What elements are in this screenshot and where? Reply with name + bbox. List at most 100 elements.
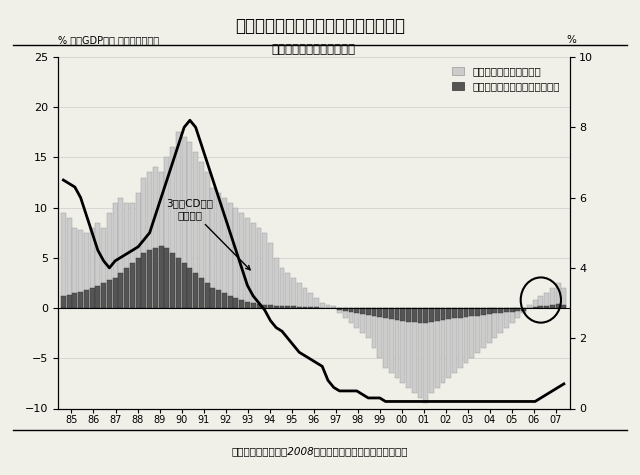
Bar: [124, 203, 129, 308]
Bar: [550, 305, 555, 308]
Bar: [234, 298, 238, 308]
Bar: [280, 306, 284, 308]
Bar: [417, 308, 422, 399]
Bar: [193, 273, 198, 308]
Bar: [257, 304, 261, 308]
Bar: [84, 233, 89, 308]
Bar: [153, 168, 158, 308]
Bar: [509, 308, 515, 323]
Bar: [360, 308, 365, 333]
Bar: [463, 308, 468, 363]
Bar: [78, 230, 83, 308]
Bar: [509, 308, 515, 312]
Bar: [538, 306, 543, 308]
Bar: [492, 308, 497, 338]
Bar: [251, 223, 255, 308]
Bar: [561, 305, 566, 308]
Bar: [78, 292, 83, 308]
Bar: [234, 208, 238, 308]
Bar: [72, 228, 77, 308]
Bar: [136, 258, 141, 308]
Bar: [205, 172, 210, 308]
Bar: [446, 308, 451, 319]
Bar: [463, 308, 468, 317]
Bar: [475, 308, 480, 316]
Text: %: %: [566, 35, 576, 45]
Bar: [395, 308, 399, 320]
Bar: [164, 248, 170, 308]
Bar: [355, 308, 359, 313]
Bar: [521, 308, 526, 313]
Bar: [90, 288, 95, 308]
Bar: [429, 308, 434, 393]
Bar: [561, 288, 566, 308]
Bar: [314, 307, 319, 308]
Bar: [211, 188, 216, 308]
Bar: [486, 308, 492, 343]
Bar: [343, 308, 348, 311]
Bar: [285, 306, 290, 308]
Bar: [481, 308, 486, 348]
Bar: [222, 293, 227, 308]
Bar: [199, 162, 204, 308]
Bar: [452, 308, 457, 318]
Bar: [124, 268, 129, 308]
Bar: [332, 306, 336, 308]
Bar: [245, 302, 250, 308]
Bar: [527, 305, 532, 308]
Bar: [423, 308, 428, 323]
Bar: [141, 178, 147, 308]
Bar: [303, 307, 307, 308]
Bar: [147, 172, 152, 308]
Bar: [452, 308, 457, 373]
Bar: [423, 308, 428, 403]
Bar: [107, 213, 112, 308]
Bar: [458, 308, 463, 368]
Bar: [326, 305, 330, 308]
Bar: [481, 308, 486, 315]
Bar: [61, 213, 66, 308]
Text: % 名义GDP比率 四季度合算变化: % 名义GDP比率 四季度合算变化: [58, 35, 159, 45]
Bar: [84, 290, 89, 308]
Bar: [469, 308, 474, 316]
Bar: [159, 246, 164, 308]
Bar: [532, 300, 538, 308]
Bar: [257, 228, 261, 308]
Bar: [550, 288, 555, 308]
Title: 非金融企业部门的资金募集: 非金融企业部门的资金募集: [271, 43, 356, 56]
Bar: [372, 308, 376, 348]
Bar: [440, 308, 445, 320]
Legend: 从银行借入贷款（左轴）, 从资本市场募集的资金（左轴）: 从银行借入贷款（左轴）, 从资本市场募集的资金（左轴）: [448, 62, 564, 96]
Bar: [504, 308, 509, 328]
Bar: [193, 152, 198, 308]
Bar: [130, 203, 135, 308]
Bar: [228, 203, 232, 308]
Bar: [337, 308, 342, 310]
Bar: [182, 263, 187, 308]
Bar: [176, 258, 181, 308]
Bar: [113, 203, 118, 308]
Bar: [274, 258, 278, 308]
Bar: [216, 192, 221, 308]
Bar: [239, 213, 244, 308]
Bar: [440, 308, 445, 383]
Bar: [544, 306, 549, 308]
Bar: [303, 288, 307, 308]
Bar: [406, 308, 411, 389]
Bar: [285, 273, 290, 308]
Bar: [90, 228, 95, 308]
Bar: [360, 308, 365, 314]
Bar: [251, 303, 255, 308]
Bar: [239, 300, 244, 308]
Bar: [417, 308, 422, 323]
Bar: [314, 298, 319, 308]
Bar: [216, 290, 221, 308]
Bar: [268, 305, 273, 308]
Bar: [107, 280, 112, 308]
Bar: [297, 283, 301, 308]
Bar: [118, 273, 124, 308]
Bar: [95, 223, 100, 308]
Bar: [389, 308, 394, 373]
Bar: [366, 308, 371, 315]
Bar: [268, 243, 273, 308]
